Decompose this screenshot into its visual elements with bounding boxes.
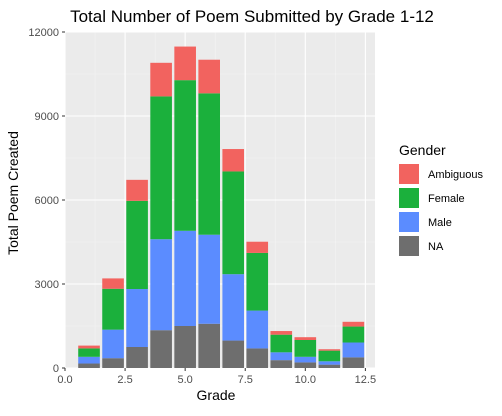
bar-segment-female-grade-11 <box>318 350 341 362</box>
x-tick-label: 12.5 <box>355 374 376 386</box>
x-tick-label: 5.0 <box>178 374 193 386</box>
bar-segment-ambiguous-grade-6 <box>198 59 220 94</box>
bar-segment-female-grade-7 <box>222 171 245 275</box>
bar-segment-na-grade-6 <box>198 323 220 368</box>
bar-segment-na-grade-5 <box>174 326 196 368</box>
bar-segment-ambiguous-grade-10 <box>294 337 317 340</box>
legend-label-female: Female <box>428 193 465 205</box>
legend-swatch-female <box>399 188 419 208</box>
bar-segment-female-grade-3 <box>126 200 148 290</box>
bar-segment-male-grade-5 <box>174 230 196 326</box>
bar-segment-ambiguous-grade-3 <box>126 179 148 201</box>
bar-segment-male-grade-10 <box>294 356 317 363</box>
bar-segment-na-grade-1 <box>78 363 100 368</box>
bar-segment-na-grade-3 <box>126 347 148 368</box>
bar-segment-ambiguous-grade-12 <box>342 321 365 327</box>
x-tick-label: 0.0 <box>57 374 72 386</box>
bar-segment-na-grade-2 <box>102 358 124 368</box>
y-tick-label: 6000 <box>35 195 59 207</box>
legend-swatch-male <box>399 212 419 232</box>
y-tick-label: 12000 <box>28 27 59 39</box>
bar-segment-male-grade-9 <box>270 352 293 361</box>
bar-segment-ambiguous-grade-1 <box>78 345 100 349</box>
bar-segment-male-grade-6 <box>198 234 220 324</box>
x-tick-label: 10.0 <box>295 374 316 386</box>
bar-segment-ambiguous-grade-11 <box>318 349 341 351</box>
bar-segment-female-grade-8 <box>246 252 269 311</box>
bar-segment-male-grade-8 <box>246 310 269 349</box>
legend-label-male: Male <box>428 217 452 229</box>
bar-segment-female-grade-4 <box>150 96 172 240</box>
x-tick-label: 2.5 <box>117 374 132 386</box>
bar-segment-male-grade-2 <box>102 329 124 359</box>
bar-segment-male-grade-7 <box>222 274 245 341</box>
chart-title: Total Number of Poem Submitted by Grade … <box>70 7 434 26</box>
bar-segment-male-grade-3 <box>126 289 148 347</box>
bar-segment-na-grade-4 <box>150 330 172 368</box>
x-tick-label: 7.5 <box>238 374 253 386</box>
x-axis-label: Grade <box>197 387 236 403</box>
axes: 0 3000 6000 9000 12000 0.0 2.5 5.0 7.5 10.0 12.5 <box>28 27 376 386</box>
bar-segment-female-grade-5 <box>174 80 196 231</box>
bar-segment-na-grade-9 <box>270 360 293 368</box>
bar-segment-ambiguous-grade-7 <box>222 149 245 172</box>
y-axis-label: Total Poem Created <box>5 131 21 255</box>
legend-swatch-ambiguous <box>399 164 419 184</box>
bar-segment-male-grade-4 <box>150 239 172 331</box>
legend: Gender Ambiguous Female Male NA <box>399 142 484 256</box>
bar-segment-na-grade-12 <box>342 357 365 368</box>
bar-segment-male-grade-11 <box>318 361 341 365</box>
bar-segment-male-grade-12 <box>342 342 365 358</box>
legend-label-ambiguous: Ambiguous <box>428 169 484 181</box>
y-tick-label: 0 <box>53 363 59 375</box>
bar-segment-na-grade-11 <box>318 364 341 368</box>
y-tick-label: 9000 <box>35 111 59 123</box>
bar-segment-female-grade-2 <box>102 288 124 330</box>
legend-label-na: NA <box>428 241 444 253</box>
bar-segment-female-grade-1 <box>78 348 100 357</box>
bar-segment-female-grade-12 <box>342 326 365 343</box>
bar-segment-na-grade-7 <box>222 340 245 368</box>
bar-segment-ambiguous-grade-9 <box>270 331 293 335</box>
bar-segment-male-grade-1 <box>78 356 100 364</box>
bar-segment-na-grade-10 <box>294 362 317 368</box>
bars <box>78 46 365 368</box>
legend-title: Gender <box>399 142 446 158</box>
bar-segment-na-grade-8 <box>246 348 269 368</box>
bar-segment-ambiguous-grade-5 <box>174 46 196 81</box>
legend-swatch-na <box>399 236 419 256</box>
bar-segment-female-grade-10 <box>294 340 317 357</box>
bar-segment-female-grade-6 <box>198 93 220 235</box>
y-tick-label: 3000 <box>35 279 59 291</box>
bar-segment-ambiguous-grade-2 <box>102 278 124 289</box>
bar-segment-female-grade-9 <box>270 334 293 353</box>
bar-segment-ambiguous-grade-4 <box>150 62 172 97</box>
bar-segment-ambiguous-grade-8 <box>246 241 269 253</box>
